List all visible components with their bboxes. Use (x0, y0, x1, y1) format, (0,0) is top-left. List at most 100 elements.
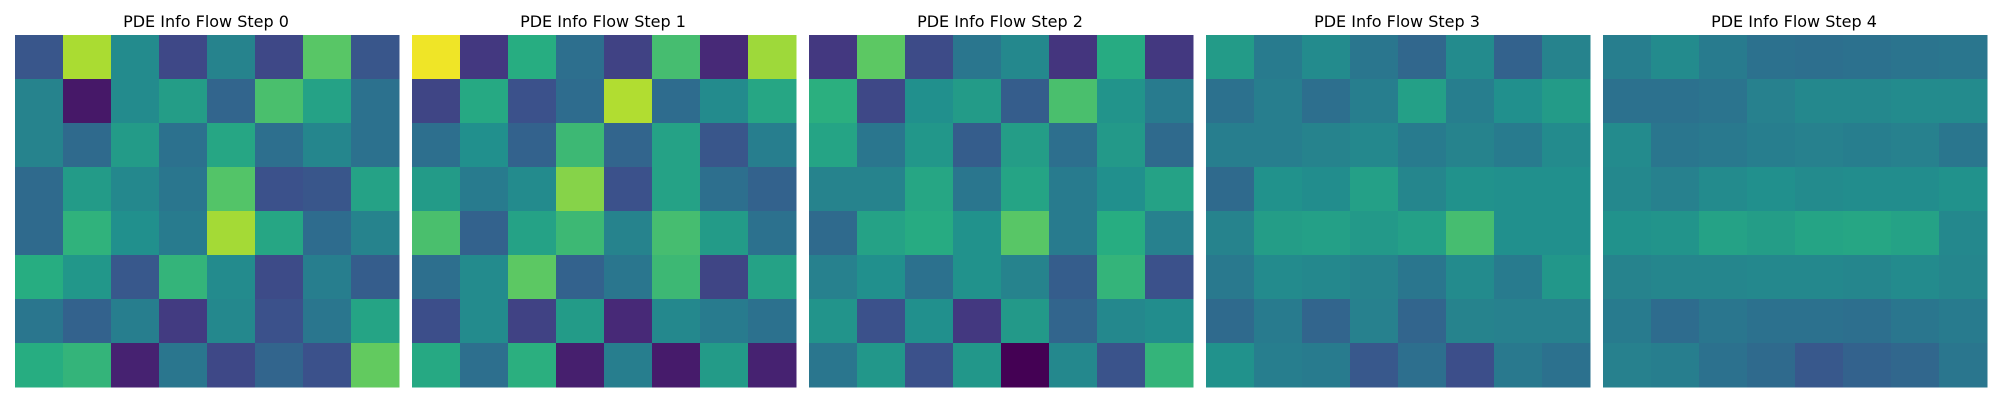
heatmap-cell-r5-c1 (460, 255, 509, 300)
heatmap-cell-r4-c7 (1939, 211, 1988, 256)
heatmap-cell-r2-c2 (1699, 123, 1748, 168)
heatmap-cell-r2-c3 (1350, 123, 1399, 168)
heatmap-cell-r7-c7 (1145, 343, 1194, 388)
heatmap-cell-r3-c7 (1939, 167, 1988, 212)
heatmap-cell-r3-c5 (652, 167, 701, 212)
heatmap-cell-r3-c2 (508, 167, 557, 212)
heatmap-cell-r7-c5 (1843, 343, 1892, 388)
heatmap-cell-r4-c6 (1891, 211, 1940, 256)
heatmap-cell-r1-c0 (15, 79, 64, 124)
heatmap-cell-r7-c5 (255, 343, 304, 388)
heatmap-cell-r4-c2 (508, 211, 557, 256)
heatmap-cell-r5-c2 (1302, 255, 1351, 300)
heatmap-cell-r4-c1 (857, 211, 906, 256)
heatmap-cell-r4-c0 (809, 211, 858, 256)
heatmap-cell-r1-c4 (207, 79, 256, 124)
heatmap-cell-r5-c4 (1398, 255, 1447, 300)
heatmap-cell-r4-c2 (1302, 211, 1351, 256)
heatmap-cell-r6-c6 (1494, 299, 1543, 344)
heatmap-cell-r3-c0 (412, 167, 461, 212)
heatmap-cell-r1-c2 (905, 79, 954, 124)
heatmap-cell-r0-c4 (604, 35, 653, 80)
heatmap-cell-r6-c7 (1542, 299, 1591, 344)
heatmap-cell-r2-c2 (905, 123, 954, 168)
heatmap-cell-r2-c1 (1651, 123, 1700, 168)
heatmap-cell-r4-c4 (604, 211, 653, 256)
heatmap-cell-r6-c7 (1145, 299, 1194, 344)
heatmap-cell-r1-c7 (351, 79, 400, 124)
heatmap-cell-r7-c3 (1350, 343, 1399, 388)
heatmap-cell-r2-c5 (255, 123, 304, 168)
heatmap-cell-r7-c5 (1049, 343, 1098, 388)
heatmap-cell-r6-c1 (1254, 299, 1303, 344)
heatmap-cell-r7-c0 (1206, 343, 1255, 388)
heatmap-cell-r3-c4 (207, 167, 256, 212)
heatmap-cell-r2-c2 (508, 123, 557, 168)
heatmap-cell-r6-c5 (652, 299, 701, 344)
heatmap-cell-r1-c5 (1446, 79, 1495, 124)
heatmap-cell-r1-c2 (111, 79, 160, 124)
heatmap-cell-r1-c0 (1206, 79, 1255, 124)
heatmap-cell-r2-c2 (111, 123, 160, 168)
heatmap-cell-r6-c6 (303, 299, 352, 344)
heatmap-cell-r6-c2 (1302, 299, 1351, 344)
heatmap-cells-step-0 (15, 35, 400, 388)
heatmap-cell-r4-c4 (1001, 211, 1050, 256)
heatmap-cell-r5-c2 (1699, 255, 1748, 300)
heatmap-cell-r1-c1 (63, 79, 112, 124)
heatmap-cell-r3-c3 (953, 167, 1002, 212)
heatmap-cell-r6-c2 (905, 299, 954, 344)
panel-step-2: PDE Info Flow Step 2 (809, 12, 1194, 388)
heatmap-cell-r1-c7 (1542, 79, 1591, 124)
heatmap-cell-r6-c0 (412, 299, 461, 344)
heatmap-cell-r5-c6 (700, 255, 749, 300)
heatmap-cell-r0-c1 (1254, 35, 1303, 80)
heatmap-cell-r2-c2 (1302, 123, 1351, 168)
heatmap-cell-r3-c2 (905, 167, 954, 212)
heatmap-cell-r3-c7 (1542, 167, 1591, 212)
heatmap-cell-r5-c1 (857, 255, 906, 300)
heatmap-cell-r5-c4 (1001, 255, 1050, 300)
heatmap-cell-r2-c4 (1795, 123, 1844, 168)
heatmap-cell-r4-c0 (1603, 211, 1652, 256)
heatmap-cell-r7-c0 (15, 343, 64, 388)
heatmap-cell-r2-c3 (1747, 123, 1796, 168)
heatmap-cell-r6-c3 (1350, 299, 1399, 344)
heatmap-cell-r2-c0 (1206, 123, 1255, 168)
heatmap-cell-r6-c6 (1891, 299, 1940, 344)
heatmap-cells-step-4 (1603, 35, 1988, 388)
heatmap-cell-r0-c7 (1542, 35, 1591, 80)
heatmap-cell-r7-c7 (1939, 343, 1988, 388)
heatmap-cell-r6-c0 (1206, 299, 1255, 344)
heatmap-cell-r7-c7 (748, 343, 797, 388)
heatmap-cell-r0-c2 (508, 35, 557, 80)
heatmap-cell-r2-c0 (809, 123, 858, 168)
heatmap-cell-r7-c3 (159, 343, 208, 388)
heatmap-cell-r3-c7 (748, 167, 797, 212)
heatmap-cell-r1-c4 (604, 79, 653, 124)
heatmap-cell-r7-c1 (1254, 343, 1303, 388)
heatmap-cell-r7-c6 (303, 343, 352, 388)
heatmap-cell-r6-c2 (508, 299, 557, 344)
heatmap-cell-r0-c1 (1651, 35, 1700, 80)
heatmap-cell-r7-c6 (1097, 343, 1146, 388)
heatmap-cell-r2-c5 (652, 123, 701, 168)
panel-title-step-3: PDE Info Flow Step 3 (1314, 12, 1480, 31)
heatmap-cell-r5-c1 (1651, 255, 1700, 300)
heatmap-cell-r0-c4 (1795, 35, 1844, 80)
heatmap-cell-r0-c0 (15, 35, 64, 80)
heatmap-cell-r2-c7 (748, 123, 797, 168)
heatmap-cell-r5-c3 (556, 255, 605, 300)
heatmap-cell-r4-c2 (111, 211, 160, 256)
heatmap-cell-r2-c4 (604, 123, 653, 168)
heatmap-cell-r4-c5 (1843, 211, 1892, 256)
heatmap-cell-r0-c5 (652, 35, 701, 80)
heatmap-cell-r3-c5 (1843, 167, 1892, 212)
heatmap-cell-r4-c5 (255, 211, 304, 256)
heatmap-cell-r5-c7 (1542, 255, 1591, 300)
heatmap-cell-r2-c1 (1254, 123, 1303, 168)
heatmap-cell-r1-c5 (1843, 79, 1892, 124)
heatmap-cell-r5-c5 (1843, 255, 1892, 300)
heatmap-cell-r5-c0 (15, 255, 64, 300)
heatmap-cell-r4-c7 (1145, 211, 1194, 256)
